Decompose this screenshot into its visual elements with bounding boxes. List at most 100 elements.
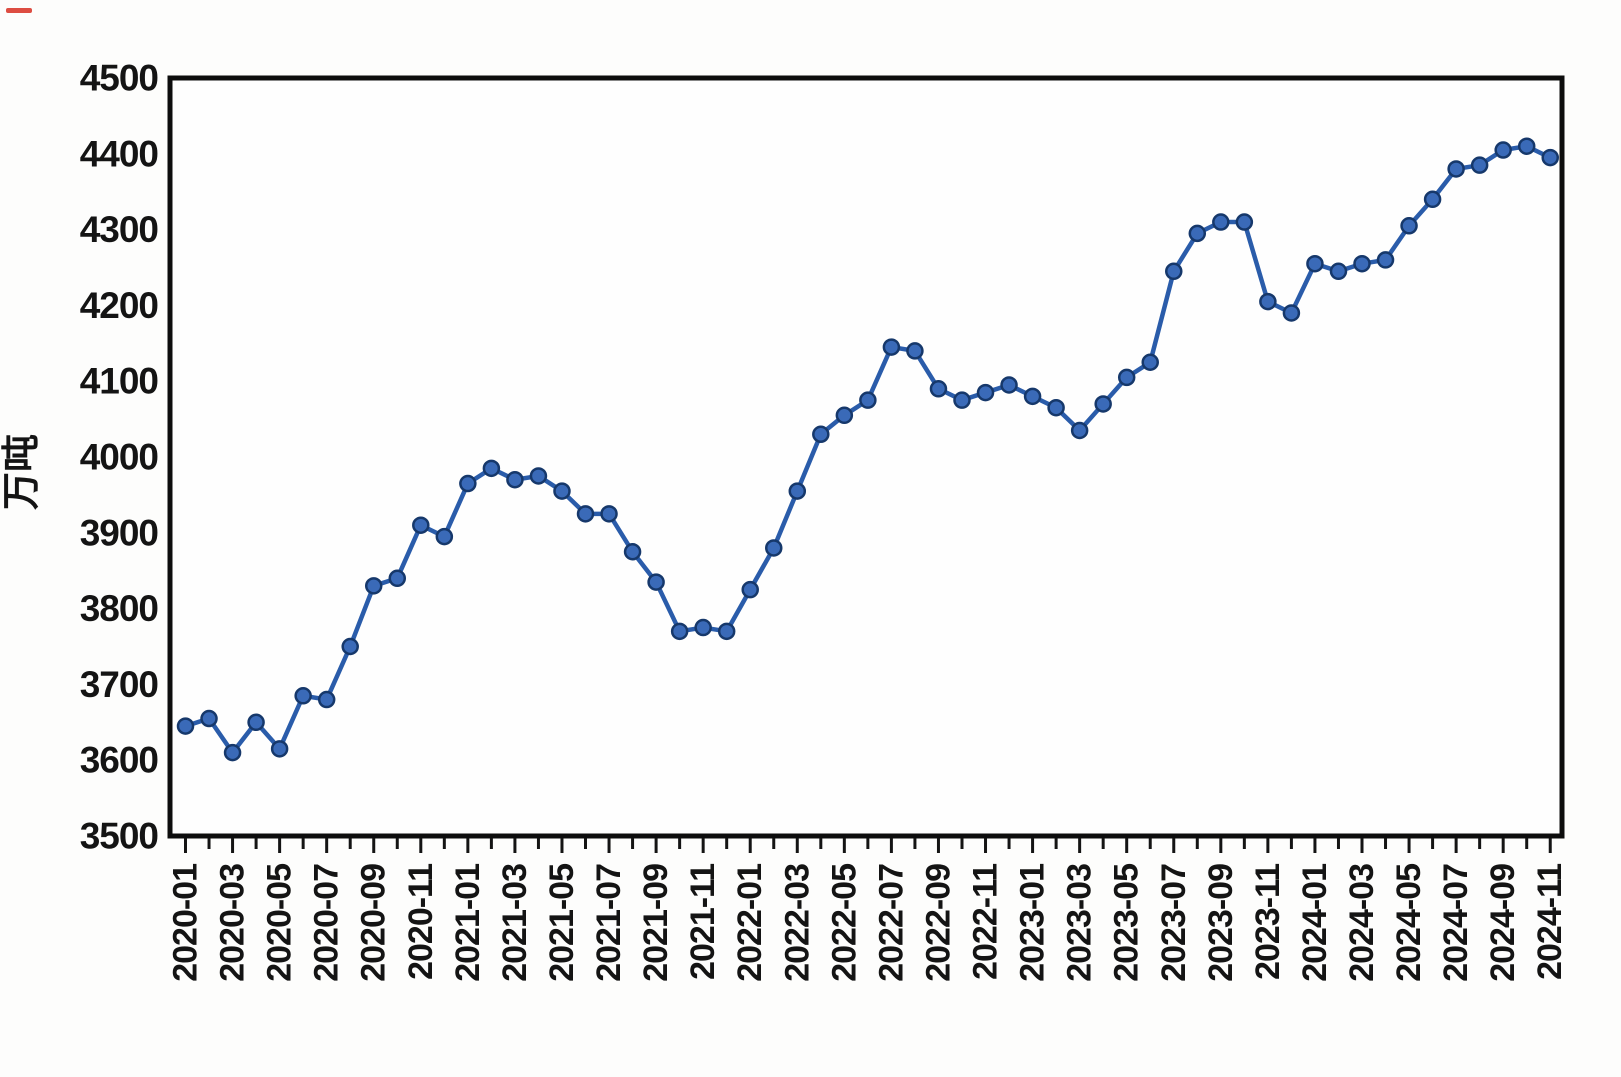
x-axis-tick-label: 2021-11 <box>684 864 722 980</box>
y-axis-tick-label: 3900 <box>80 512 159 553</box>
x-axis-tick-label: 2021-09 <box>637 864 675 982</box>
data-point-marker <box>553 482 571 500</box>
x-axis-tick-label: 2020-11 <box>402 864 440 980</box>
data-point-marker <box>317 690 336 709</box>
data-point-marker <box>364 577 383 595</box>
x-axis-tick-label: 2024-05 <box>1390 864 1428 982</box>
y-axis-tick-label: 3500 <box>80 816 159 857</box>
data-point-marker <box>412 516 430 534</box>
x-axis-tick-label: 2023-03 <box>1061 864 1099 982</box>
data-point-marker <box>247 713 265 732</box>
data-point-marker <box>812 425 830 444</box>
x-axis-tick-label: 2024-11 <box>1531 864 1569 980</box>
y-axis-tick-label: 4200 <box>80 285 159 326</box>
y-axis-tick-label: 4100 <box>80 361 159 402</box>
x-axis-tick-label: 2022-03 <box>778 864 816 982</box>
data-point-marker <box>294 687 312 705</box>
y-axis-tick-label: 4000 <box>80 437 159 478</box>
data-point-marker <box>1423 190 1442 209</box>
x-axis-tick-label: 2024-01 <box>1296 864 1334 982</box>
x-axis-tick-label: 2021-03 <box>496 864 534 982</box>
data-point-marker <box>1259 292 1277 311</box>
y-axis-tick-label: 4500 <box>80 58 159 99</box>
data-point-marker <box>600 505 618 523</box>
data-point-marker <box>341 637 359 656</box>
plot-frame <box>167 75 1565 839</box>
data-point-marker <box>1000 376 1018 394</box>
data-point-marker <box>1188 224 1207 243</box>
data-point-marker <box>1212 213 1230 231</box>
x-axis-tick-label: 2021-01 <box>449 864 487 982</box>
data-point-marker <box>1447 160 1465 178</box>
x-axis-tick-label: 2020-05 <box>261 864 299 982</box>
data-point-marker <box>1470 156 1489 174</box>
data-point-marker <box>482 459 501 478</box>
data-point-marker <box>176 717 195 735</box>
data-point-marker <box>1541 148 1559 167</box>
data-point-marker <box>506 470 524 489</box>
x-axis-tick-label: 2021-05 <box>543 864 581 982</box>
data-point-marker <box>576 505 595 523</box>
data-point-marker <box>694 618 712 637</box>
data-point-marker <box>1070 421 1089 440</box>
x-axis-tick-label: 2021-07 <box>590 864 628 982</box>
y-axis-tick-label: 3600 <box>80 740 159 781</box>
data-point-marker <box>647 573 665 591</box>
x-axis-tick-label: 2024-09 <box>1484 864 1522 982</box>
data-point-marker <box>859 391 877 409</box>
data-point-marker <box>1023 387 1042 406</box>
data-point-marker <box>1306 254 1324 273</box>
data-point-marker <box>765 539 783 557</box>
data-point-marker <box>459 474 477 493</box>
data-point-marker <box>529 467 548 485</box>
x-axis-tick-label: 2023-07 <box>1155 864 1193 982</box>
scan-artifact-red-dash <box>6 8 32 13</box>
y-axis-tick-label: 3700 <box>80 664 159 705</box>
data-point-marker <box>1376 251 1395 269</box>
x-axis-tick-label: 2023-11 <box>1249 864 1287 980</box>
data-point-marker <box>1329 262 1348 281</box>
data-point-marker <box>906 342 924 360</box>
data-point-marker <box>670 622 689 641</box>
y-axis-tick-label: 4300 <box>80 209 159 250</box>
data-point-marker <box>1094 395 1112 413</box>
data-point-marker <box>788 482 807 500</box>
x-axis-tick-label: 2022-01 <box>731 864 769 982</box>
data-point-marker <box>882 338 901 356</box>
y-axis-tick-label: 3800 <box>80 588 159 629</box>
data-point-marker <box>1117 368 1136 387</box>
data-point-marker <box>976 383 995 402</box>
x-axis-tick-label: 2022-09 <box>919 864 957 982</box>
data-point-marker <box>1517 137 1536 155</box>
y-axis-tick-label: 4400 <box>80 133 159 174</box>
x-axis-tick-label: 2023-01 <box>1014 864 1052 982</box>
x-axis-tick-label: 2022-07 <box>872 864 910 982</box>
data-point-marker <box>741 580 759 599</box>
data-point-marker <box>1353 254 1371 273</box>
x-axis-tick-label: 2020-09 <box>355 864 393 982</box>
data-point-marker <box>1400 217 1418 235</box>
x-axis-tick-label: 2023-09 <box>1202 864 1240 982</box>
x-axis-tick-label: 2022-05 <box>825 864 863 982</box>
x-axis-tick-label: 2022-11 <box>967 864 1005 980</box>
data-point-marker <box>1141 353 1159 371</box>
data-point-marker <box>200 709 218 728</box>
data-point-marker <box>270 740 289 758</box>
x-axis-tick-label: 2020-01 <box>167 864 205 982</box>
data-point-marker <box>1235 213 1254 231</box>
data-point-marker <box>1047 398 1065 417</box>
x-axis-tick-label: 2024-07 <box>1437 864 1475 982</box>
data-point-marker <box>835 406 854 425</box>
data-point-marker <box>223 743 242 762</box>
data-point-marker <box>623 543 642 561</box>
data-point-marker <box>1494 141 1512 159</box>
x-axis-tick-label: 2023-05 <box>1108 864 1146 982</box>
data-point-marker <box>388 569 407 588</box>
data-point-marker <box>435 527 454 546</box>
data-point-marker <box>929 380 948 398</box>
data-point-marker <box>717 622 736 641</box>
y-axis-title: 万吨 <box>1 434 43 510</box>
data-point-marker <box>1165 262 1183 281</box>
